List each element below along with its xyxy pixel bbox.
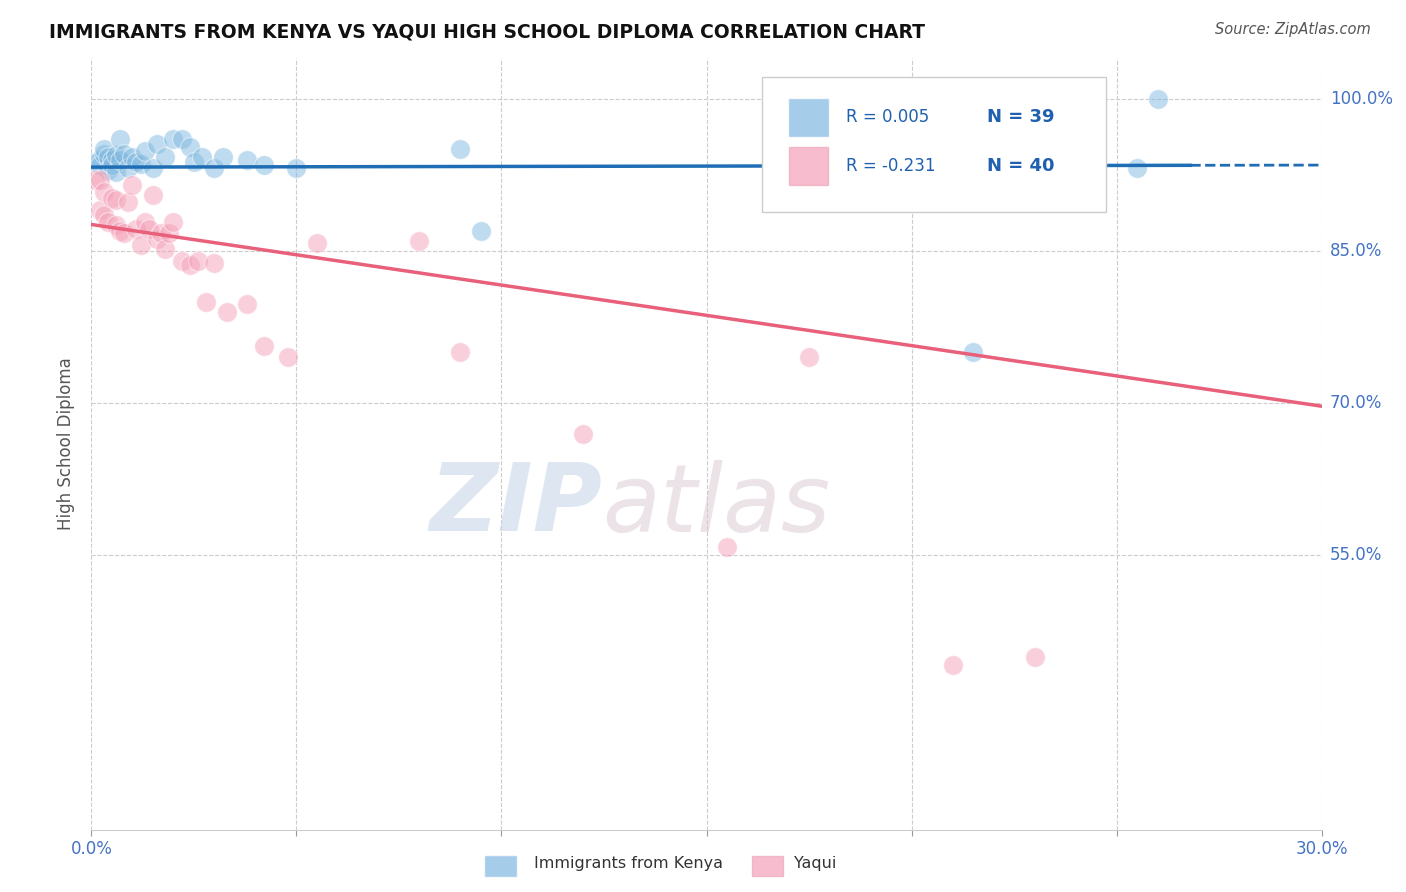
Point [1024,650,1046,665]
Text: 100.0%: 100.0% [1330,89,1393,108]
Point [108,132,131,146]
Point [153,242,177,256]
Point [105,148,127,162]
Point [89,173,111,187]
Point [236,153,259,167]
Point [253,158,276,172]
Point [108,153,131,167]
Point [129,237,152,252]
Point [470,223,492,237]
Point [170,132,193,146]
Text: 70.0%: 70.0% [1330,394,1382,412]
Text: N = 39: N = 39 [987,109,1054,127]
Point [105,164,127,178]
Point [146,232,169,246]
Point [101,158,124,172]
Point [162,132,184,146]
Point [97,162,120,177]
Bar [789,99,828,136]
Point [125,154,148,169]
Point [716,541,738,555]
Text: atlas: atlas [602,460,830,551]
Point [449,345,471,359]
Point [89,158,111,172]
Point [900,158,922,172]
Text: ZIP: ZIP [429,459,602,551]
Text: Immigrants from Kenya: Immigrants from Kenya [534,856,723,871]
Point [97,151,120,165]
Point [146,137,169,152]
Point [117,195,139,210]
Point [170,254,193,268]
Point [89,153,111,167]
Point [408,234,430,248]
Point [202,256,225,270]
Point [153,151,177,165]
Point [129,156,152,170]
Text: R = -0.231: R = -0.231 [845,157,935,175]
Point [1146,92,1168,106]
Point [93,147,115,161]
Point [191,151,214,165]
Point [236,296,259,310]
Point [215,305,238,319]
Point [97,215,120,229]
Y-axis label: High School Diploma: High School Diploma [56,358,75,530]
Point [108,223,131,237]
Point [150,226,173,240]
Point [112,147,135,161]
Point [121,151,143,165]
Point [187,254,209,268]
Point [117,161,139,175]
Point [157,226,180,240]
Text: Source: ZipAtlas.com: Source: ZipAtlas.com [1215,22,1371,37]
Point [183,154,205,169]
Point [134,145,156,159]
Point [93,185,115,199]
Point [105,219,127,233]
Text: 85.0%: 85.0% [1330,242,1382,260]
Point [572,426,595,441]
Point [142,161,165,175]
Point [449,142,471,156]
Point [138,221,160,235]
Point [797,351,820,365]
Point [142,188,165,202]
Point [285,161,308,175]
Point [162,215,184,229]
Point [112,226,135,240]
Point [121,178,143,192]
Point [84,154,107,169]
Point [211,151,233,165]
FancyBboxPatch shape [762,78,1107,212]
Point [134,215,156,229]
Point [93,208,115,222]
Point [305,235,328,250]
Bar [789,147,828,185]
Point [202,161,225,175]
Point [101,191,124,205]
Point [179,258,201,272]
Point [277,351,299,365]
Text: Yaqui: Yaqui [794,856,837,871]
Point [778,158,800,172]
Text: N = 40: N = 40 [987,157,1054,175]
Point [942,658,965,673]
Point [84,173,107,187]
Point [105,193,127,207]
Point [179,140,201,154]
Point [101,153,124,167]
Point [962,345,984,359]
Point [89,203,111,218]
Point [125,221,148,235]
Text: 55.0%: 55.0% [1330,547,1382,565]
Point [253,339,276,353]
Point [1126,161,1149,175]
Text: IMMIGRANTS FROM KENYA VS YAQUI HIGH SCHOOL DIPLOMA CORRELATION CHART: IMMIGRANTS FROM KENYA VS YAQUI HIGH SCHO… [49,22,925,41]
Point [93,142,115,156]
Text: R = 0.005: R = 0.005 [845,109,929,127]
Point [195,294,218,309]
